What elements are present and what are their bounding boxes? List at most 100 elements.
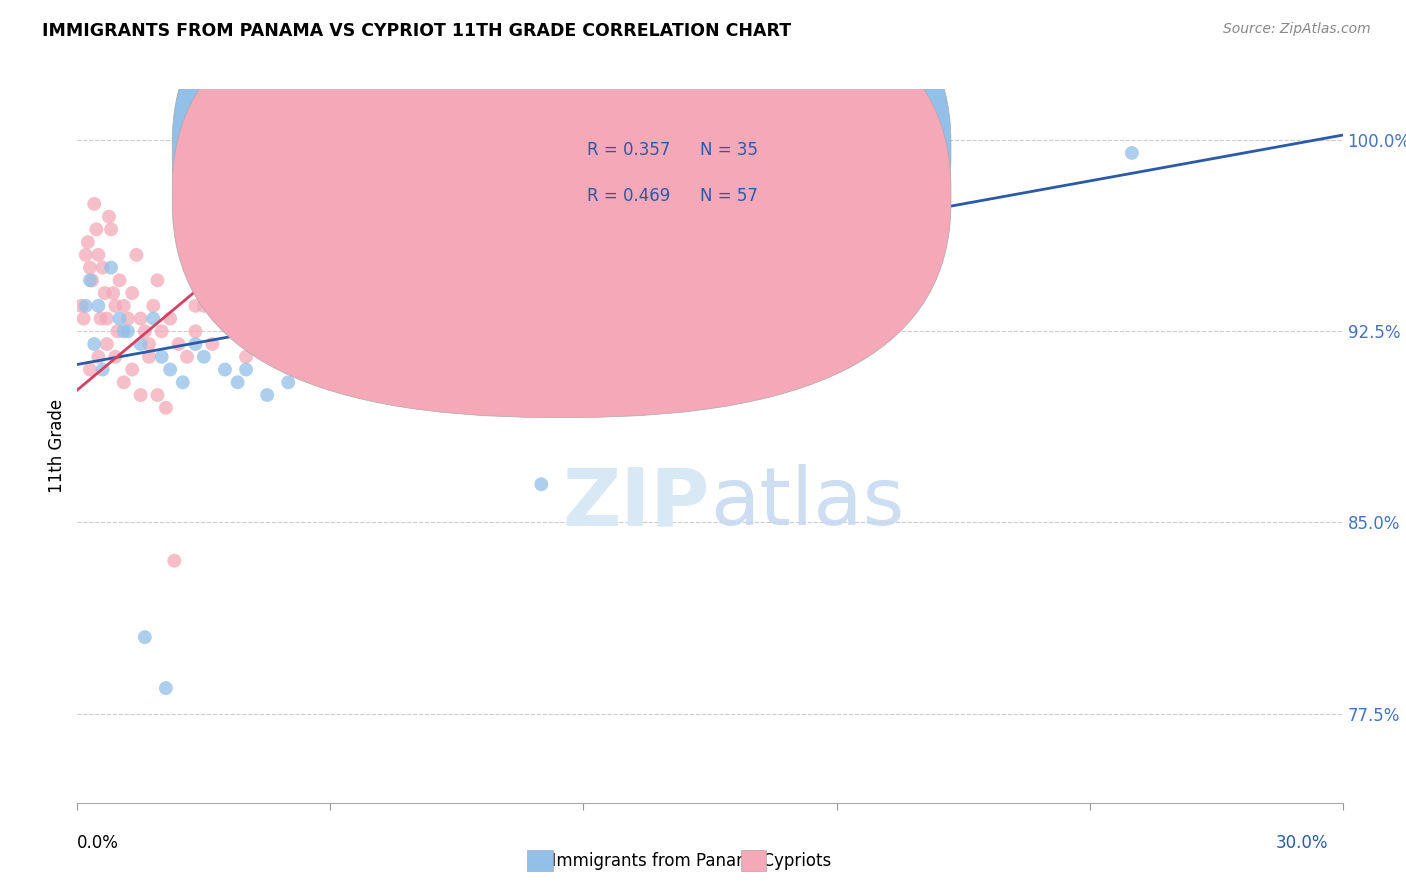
Point: [86, 222, 108, 236]
Point: [129, 311, 152, 326]
Point: [83, 197, 105, 211]
Point: [298, 362, 321, 376]
Point: [488, 350, 510, 364]
Point: [100, 260, 122, 275]
Point: [91, 362, 114, 376]
Point: [155, 401, 177, 415]
Text: 0.0%: 0.0%: [77, 834, 120, 852]
Point: [107, 324, 129, 338]
Point: [201, 337, 224, 351]
Point: [87, 299, 110, 313]
Point: [100, 222, 122, 236]
Point: [150, 324, 173, 338]
Point: [193, 299, 215, 313]
Point: [159, 311, 181, 326]
Point: [134, 324, 156, 338]
Point: [361, 350, 384, 364]
Point: [614, 311, 637, 326]
Point: [104, 350, 127, 364]
Point: [226, 376, 249, 390]
Text: R = 0.357: R = 0.357: [586, 141, 669, 159]
Point: [277, 299, 299, 313]
Point: [104, 299, 127, 313]
Point: [138, 337, 160, 351]
Text: R = 0.469: R = 0.469: [586, 186, 669, 204]
Point: [783, 273, 806, 287]
Point: [96, 311, 118, 326]
Point: [112, 324, 135, 338]
Point: [319, 299, 342, 313]
Text: Source: ZipAtlas.com: Source: ZipAtlas.com: [1223, 22, 1371, 37]
Point: [108, 273, 131, 287]
Point: [167, 337, 190, 351]
Point: [98, 210, 120, 224]
Point: [193, 350, 215, 364]
Text: Immigrants from Panama: Immigrants from Panama: [541, 852, 763, 870]
Point: [340, 311, 363, 326]
Point: [108, 311, 131, 326]
Point: [142, 311, 165, 326]
Point: [125, 248, 148, 262]
Text: 30.0%: 30.0%: [1277, 834, 1329, 852]
Point: [150, 350, 173, 364]
Text: IMMIGRANTS FROM PANAMA VS CYPRIOT 11TH GRADE CORRELATION CHART: IMMIGRANTS FROM PANAMA VS CYPRIOT 11TH G…: [42, 22, 792, 40]
Point: [214, 362, 236, 376]
Point: [382, 337, 405, 351]
Point: [75, 299, 97, 313]
Point: [235, 350, 257, 364]
Point: [73, 311, 96, 326]
Point: [184, 324, 207, 338]
Point: [163, 554, 186, 568]
Point: [910, 197, 932, 211]
Point: [277, 376, 299, 390]
Point: [87, 248, 110, 262]
Point: [699, 350, 721, 364]
Point: [1121, 145, 1143, 160]
Point: [117, 324, 139, 338]
Y-axis label: 11th Grade: 11th Grade: [48, 399, 66, 493]
Point: [138, 350, 160, 364]
Point: [172, 376, 194, 390]
Point: [112, 376, 135, 390]
Point: [404, 299, 426, 313]
Point: [256, 337, 278, 351]
Point: [256, 388, 278, 402]
Point: [121, 286, 143, 301]
Point: [214, 286, 236, 301]
Point: [117, 311, 139, 326]
Point: [75, 248, 97, 262]
Text: N = 35: N = 35: [700, 141, 758, 159]
Point: [80, 273, 103, 287]
Point: [96, 337, 118, 351]
Point: [91, 260, 114, 275]
Point: [155, 681, 177, 695]
Point: [70, 299, 93, 313]
Point: [79, 362, 101, 376]
Point: [129, 388, 152, 402]
FancyBboxPatch shape: [173, 0, 950, 417]
Point: [235, 362, 257, 376]
Point: [90, 311, 111, 326]
Point: [83, 337, 105, 351]
Point: [146, 273, 169, 287]
Point: [159, 362, 181, 376]
Point: [79, 273, 101, 287]
Point: [446, 376, 468, 390]
Point: [103, 286, 124, 301]
Text: ZIP: ZIP: [562, 464, 710, 542]
Point: [226, 311, 249, 326]
Point: [319, 337, 342, 351]
Point: [184, 337, 207, 351]
Point: [112, 299, 135, 313]
Text: Cypriots: Cypriots: [752, 852, 831, 870]
Text: atlas: atlas: [710, 464, 904, 542]
Point: [121, 362, 143, 376]
Point: [134, 630, 156, 644]
Point: [79, 260, 101, 275]
Point: [146, 388, 169, 402]
Point: [176, 350, 198, 364]
Point: [87, 350, 110, 364]
Point: [76, 235, 98, 249]
Point: [93, 286, 115, 301]
Point: [530, 477, 553, 491]
